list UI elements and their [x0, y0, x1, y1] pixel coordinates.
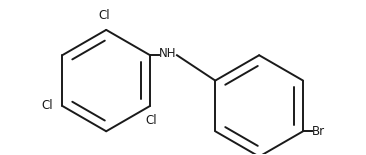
Text: NH: NH: [159, 47, 177, 60]
Text: Cl: Cl: [146, 114, 157, 127]
Text: Cl: Cl: [99, 9, 111, 22]
Text: Cl: Cl: [41, 99, 53, 112]
Text: Br: Br: [312, 125, 325, 138]
